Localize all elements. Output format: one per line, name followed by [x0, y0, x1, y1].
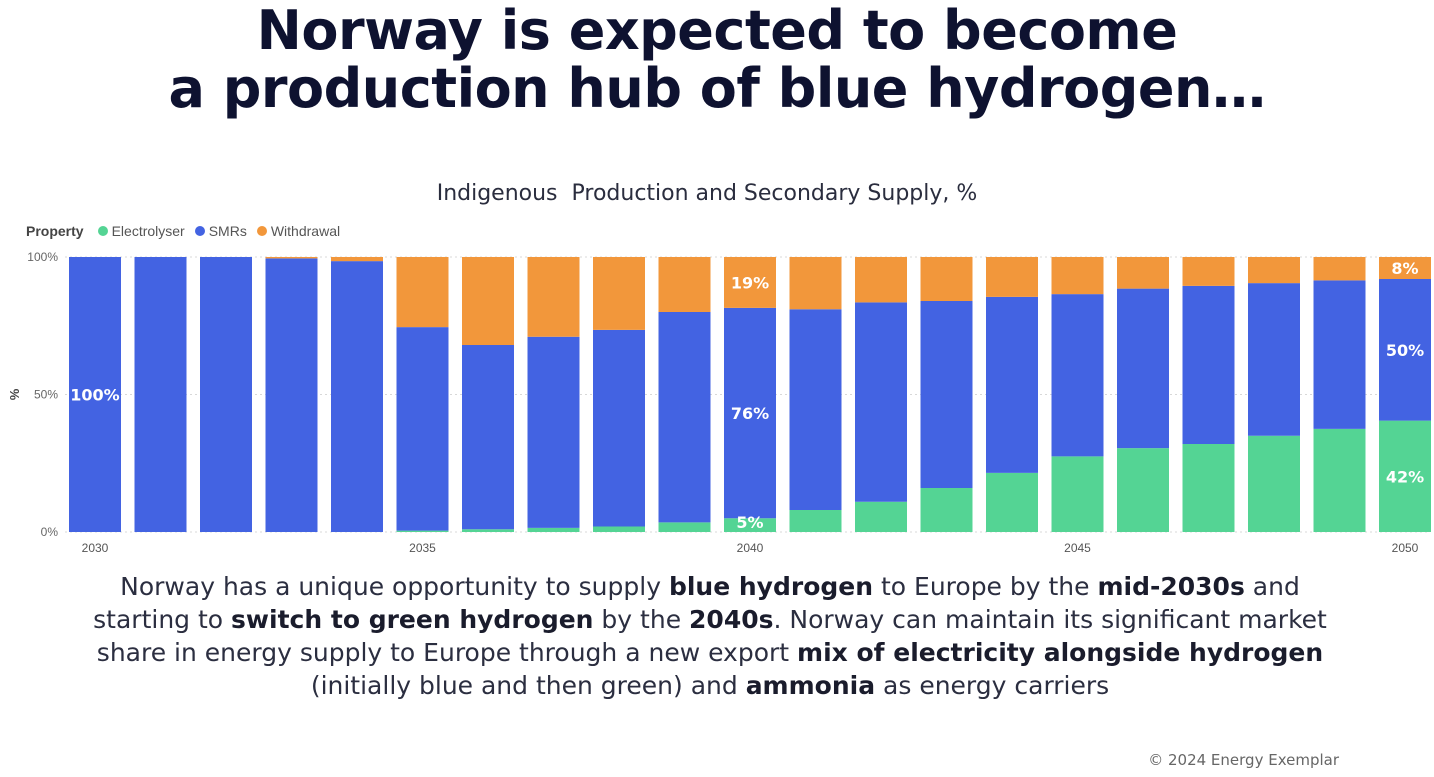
- bar-withdrawal-2044[interactable]: [986, 257, 1038, 297]
- legend-dot-withdrawal: [256, 226, 267, 236]
- bar-smrs-2040[interactable]: [724, 307, 776, 519]
- bar-electrolyser-2047[interactable]: [1182, 444, 1235, 532]
- bar-withdrawal-2038[interactable]: [593, 257, 645, 330]
- chart-title: Indigenous Production and Secondary Supp…: [436, 181, 978, 206]
- bar-electrolyser-2036[interactable]: [462, 529, 514, 532]
- copyright-notice: © 2024 Energy Exemplar: [1148, 751, 1339, 769]
- bar-electrolyser-2042[interactable]: [855, 501, 907, 532]
- legend-label-smrs: SMRs: [208, 223, 247, 239]
- bar-smrs-2048[interactable]: [1248, 283, 1300, 436]
- bar-electrolyser-2037[interactable]: [527, 527, 580, 532]
- bar-smrs-2046[interactable]: [1117, 288, 1169, 449]
- caption: Norway has a unique opportunity to suppl…: [60, 570, 1360, 702]
- data-label: 19%: [731, 273, 769, 292]
- bar-electrolyser-2044[interactable]: [986, 472, 1038, 532]
- x-tick-label: 2050: [1392, 541, 1419, 555]
- data-label: 8%: [1391, 259, 1418, 278]
- bar-electrolyser-2043[interactable]: [920, 488, 973, 532]
- y-axis-label: %: [7, 388, 22, 400]
- bar-smrs-2032[interactable]: [200, 257, 252, 532]
- headline-line-2: a production hub of blue hydrogen…: [168, 57, 1266, 120]
- bar-withdrawal-2042[interactable]: [855, 257, 907, 303]
- data-label: 76%: [731, 404, 769, 423]
- caption-line-4: (initially blue and then green) and ammo…: [310, 671, 1110, 700]
- bar-smrs-2036[interactable]: [462, 345, 514, 530]
- bar-electrolyser-2045[interactable]: [1051, 456, 1104, 532]
- legend-title: Property: [26, 223, 84, 239]
- bar-withdrawal-2041[interactable]: [789, 257, 842, 310]
- bar-smrs-2043[interactable]: [920, 301, 973, 488]
- chart-legend: Property Electrolyser SMRs Withdrawal: [26, 222, 350, 240]
- legend-label-withdrawal: Withdrawal: [270, 223, 341, 239]
- bar-smrs-2030[interactable]: [69, 257, 121, 532]
- bar-electrolyser-2048[interactable]: [1248, 435, 1300, 532]
- bar-withdrawal-2037[interactable]: [527, 257, 580, 337]
- bar-smrs-2031[interactable]: [134, 257, 187, 532]
- x-tick-label: 2045: [1064, 541, 1091, 555]
- legend-entry-electrolyser[interactable]: Electrolyser: [97, 223, 185, 239]
- bar-electrolyser-2049[interactable]: [1313, 428, 1366, 532]
- legend-entry-smrs[interactable]: SMRs: [194, 223, 247, 239]
- bar-withdrawal-2040[interactable]: [724, 257, 776, 308]
- bar-smrs-2044[interactable]: [986, 296, 1038, 473]
- bar-smrs-2050[interactable]: [1379, 279, 1431, 421]
- bar-smrs-2033[interactable]: [265, 258, 318, 532]
- bar-smrs-2045[interactable]: [1051, 294, 1104, 457]
- bar-smrs-2035[interactable]: [396, 327, 449, 531]
- bar-smrs-2037[interactable]: [527, 336, 580, 528]
- bar-smrs-2049[interactable]: [1313, 280, 1366, 429]
- bar-smrs-2042[interactable]: [855, 302, 907, 502]
- bar-electrolyser-2038[interactable]: [593, 526, 645, 533]
- bar-withdrawal-2034[interactable]: [331, 257, 383, 262]
- bar-withdrawal-2039[interactable]: [658, 257, 711, 312]
- legend-entry-withdrawal[interactable]: Withdrawal: [256, 223, 341, 239]
- stacked-bar-chart: 0% 50% 100%% 2030 2035 2040 2045 2050 100% 19% 76%…: [7, 250, 1431, 555]
- legend-label-electrolyser: Electrolyser: [111, 223, 185, 239]
- y-tick-label: 0%: [41, 525, 59, 539]
- bar-withdrawal-2033[interactable]: [265, 257, 318, 259]
- bar-withdrawal-2045[interactable]: [1051, 257, 1104, 295]
- bar-withdrawal-2036[interactable]: [462, 257, 514, 345]
- bar-smrs-2041[interactable]: [789, 309, 842, 510]
- bar-smrs-2039[interactable]: [658, 312, 711, 523]
- bar-withdrawal-2047[interactable]: [1182, 257, 1235, 286]
- bar-electrolyser-2035[interactable]: [396, 530, 449, 532]
- caption-line-1: Norway has a unique opportunity to suppl…: [120, 572, 1300, 601]
- x-tick-label: 2030: [82, 541, 109, 555]
- bar-withdrawal-2043[interactable]: [920, 257, 973, 301]
- headline-line-1: Norway is expected to become: [256, 0, 1178, 62]
- bar-withdrawal-2049[interactable]: [1313, 257, 1366, 281]
- bar-withdrawal-2050[interactable]: [1379, 257, 1431, 279]
- x-tick-label: 2035: [409, 541, 436, 555]
- bar-smrs-2047[interactable]: [1182, 285, 1235, 444]
- legend-dot-electrolyser: [97, 226, 108, 236]
- data-label: 50%: [1386, 341, 1424, 360]
- caption-line-3: share in energy supply to Europe through…: [96, 638, 1324, 667]
- bar-withdrawal-2046[interactable]: [1117, 257, 1169, 289]
- data-label: 100%: [70, 386, 119, 405]
- bar-smrs-2038[interactable]: [593, 329, 645, 527]
- legend-dot-smrs: [194, 226, 205, 236]
- caption-line-2: starting to switch to green hydrogen by …: [93, 605, 1327, 634]
- bar-electrolyser-2039[interactable]: [658, 522, 711, 532]
- bar-electrolyser-2050[interactable]: [1379, 420, 1431, 532]
- headline: Norway is expected to become a productio…: [0, 2, 1434, 118]
- data-label: 42%: [1386, 467, 1424, 486]
- bar-electrolyser-2046[interactable]: [1117, 448, 1169, 532]
- data-label: 5%: [736, 513, 763, 532]
- y-tick-label: 50%: [34, 388, 58, 402]
- bar-withdrawal-2048[interactable]: [1248, 257, 1300, 284]
- x-tick-label: 2040: [737, 541, 764, 555]
- y-tick-label: 100%: [27, 250, 58, 264]
- bar-withdrawal-2035[interactable]: [396, 257, 449, 328]
- bar-smrs-2034[interactable]: [331, 261, 383, 532]
- bar-electrolyser-2041[interactable]: [789, 510, 842, 532]
- bar-electrolyser-2040[interactable]: [724, 518, 776, 532]
